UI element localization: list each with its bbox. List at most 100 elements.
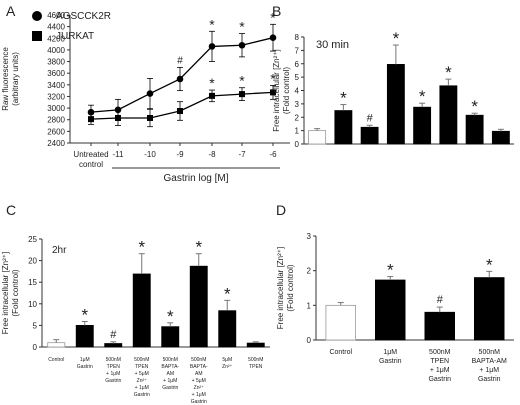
panel-d-y-axis-title: Free intracellular [Zn²⁺] (Fold control) (276, 247, 295, 329)
panel-d-significance-star: * (486, 255, 493, 274)
panel-a-significance-star: * (239, 73, 245, 89)
panel-c-category-label: 500nM (163, 357, 178, 363)
panel-c-category-label: Gastrin (162, 385, 178, 391)
panel-c-category-label: TPEN (249, 364, 263, 370)
panel-a-x-tick-label: Untreated (73, 150, 108, 159)
panel-b-y-axis-sublabel: (Fold control) (282, 67, 291, 114)
panel-b-y-tick-label: 3 (295, 100, 300, 109)
panel-c-category-label: + 1μM (163, 378, 177, 384)
panel-c-y-tick-label: 10 (28, 300, 37, 309)
panel-c-category-label: + 1μM (135, 385, 149, 391)
panel-a-x-tick-label: -11 (113, 150, 125, 159)
panel-c-bar-7 (218, 310, 237, 348)
panel-a-legend-marker-circle (32, 11, 42, 21)
panel-b-bar-3 (360, 126, 379, 145)
panel-a-point-square (209, 92, 215, 99)
panel-a-y-tick-label: 2400 (47, 139, 65, 148)
panel-b-y-tick-label: 6 (295, 60, 300, 69)
panel-a-x-tick-label: -7 (238, 150, 246, 159)
panel-a-y-tick-label: 4600 (47, 11, 65, 20)
panel-a-point-circle (208, 43, 216, 50)
panel-d-category-label: Gastrin (379, 358, 402, 365)
panel-d-category-label: 500nM (429, 349, 451, 356)
panel-d-y-tick-label: 3 (307, 232, 312, 241)
panel-b-bar-5 (413, 106, 432, 145)
panel-c-category-label: 500nM (106, 357, 121, 363)
panel-c-y-axis-label: Free intracellular [Zn²⁺] (1, 252, 10, 334)
panel-d-category-label: 1μM (383, 349, 397, 356)
panel-a-point-circle (238, 41, 246, 49)
panel-b-chart: 0 1 2 3 4 5 6 7 8 Free intracellular [Zn²⁺] (Fold … (272, 29, 514, 149)
panel-d-y-axis-label: Free intracellular [Zn²⁺] (276, 247, 285, 329)
panel-d-bar-4 (473, 277, 505, 341)
panel-b-bar-6 (439, 85, 458, 145)
panel-c-bar-5 (161, 326, 180, 348)
panel-b-y-axis-label: Free intracellular [Zn²⁺] (272, 49, 281, 131)
panel-a-point-square (177, 108, 183, 114)
panel-b-significance-star: * (445, 63, 452, 82)
panel-a-y-axis-sublabel: (arbitrary units) (11, 52, 20, 106)
panel-c-chart: 0 5 10 15 20 25 Free intracellular [Zn²⁺] (Fold… (1, 235, 270, 405)
panel-a-significance-star: * (239, 19, 245, 35)
panel-c-category-label: 500nM (191, 357, 206, 363)
panel-a-point-square (147, 114, 153, 121)
panel-c-category-label: Gastrin (134, 392, 150, 398)
panel-b-bar-7 (465, 114, 484, 145)
panel-c-category-label: Control (48, 357, 64, 363)
panel-c-y-tick-label: 20 (28, 257, 37, 266)
panel-a-y-tick-label: 3400 (47, 81, 65, 90)
panel-d-category-label: TPEN (430, 358, 449, 365)
panel-c-category-label: + 1μM (106, 371, 120, 377)
panel-c-category-label: Zn²⁺ (222, 364, 233, 370)
panel-d-y-tick-label: 1 (307, 301, 312, 310)
panel-c-category-label: 1μM (80, 357, 90, 363)
panel-c-y-axis-title: Free intracellular [Zn²⁺] (Fold control) (1, 252, 20, 334)
panel-d-chart: 0 1 2 3 Free intracellular [Zn²⁺] (Fold contr… (276, 232, 514, 383)
panel-d-significance-star: * (387, 261, 394, 280)
panel-d-y-axis-sublabel: (Fold control) (286, 264, 295, 311)
panel-c-category-label: + 1μM (192, 392, 206, 398)
panel-c-y-tick-label: 25 (28, 235, 37, 244)
panel-d-y-tick-label: 0 (307, 336, 312, 345)
panel-d-category-label: + 1μM (430, 367, 450, 374)
panel-a-y-axis-title: Raw fluorescence (arbitrary units) (1, 47, 20, 111)
panel-a-point-square (88, 116, 94, 123)
panel-c-category-label: TPEN (107, 364, 121, 370)
panel-d-y-tick-label: 2 (307, 267, 312, 276)
panel-a-y-tick-label: 4000 (47, 46, 65, 55)
panel-b-y-tick-label: 4 (295, 87, 300, 96)
panel-a-point-square (239, 91, 245, 98)
panel-a-significance-star: * (209, 75, 215, 91)
panel-d-category-label: 500nM (479, 349, 501, 356)
panel-a-point-circle (146, 90, 154, 97)
panel-c-category-label: Gastrin (105, 378, 121, 384)
panel-c-category-label: + 5μM (135, 371, 149, 377)
panel-b-timepoint: 30 min (316, 39, 349, 51)
panel-c-bar-6 (189, 265, 208, 348)
panel-c-category-label: AM (167, 371, 175, 377)
panel-a-x-tick-label: -10 (144, 150, 156, 159)
panel-a-x-tick-label: -9 (176, 150, 184, 159)
panel-d-bar-1 (325, 304, 356, 341)
panel-c-significance-star: * (167, 307, 174, 326)
panel-c-category-label: Gastrin (77, 364, 93, 370)
panel-a-hash-mark: # (177, 55, 183, 66)
panel-a-x-axis-label: Gastrin log [M] (163, 173, 228, 184)
panel-a-y-tick-label: 2800 (47, 116, 65, 125)
panel-c-category-label: 5μM (222, 357, 232, 363)
panel-d-bar-3 (424, 311, 455, 341)
panel-a-x-tick-label: -8 (208, 150, 216, 159)
panel-a-point-square (270, 89, 276, 96)
panel-a-y-tick-label: 4400 (47, 23, 65, 32)
panel-b-y-tick-label: 0 (295, 140, 300, 149)
panel-b-bar-8 (491, 130, 510, 145)
panel-c-hash-mark: # (110, 329, 117, 341)
panel-c-y-axis-sublabel: (Fold control) (11, 269, 20, 316)
panel-c-y-tick-label: 5 (33, 321, 38, 330)
panel-c-significance-star: * (224, 284, 231, 303)
panel-d-category-label: + 1μM (479, 367, 499, 374)
panel-b-bar-4 (386, 64, 405, 145)
panel-c-category-label: 500nM (134, 357, 149, 363)
panel-a-y-tick-label: 3800 (47, 58, 65, 67)
